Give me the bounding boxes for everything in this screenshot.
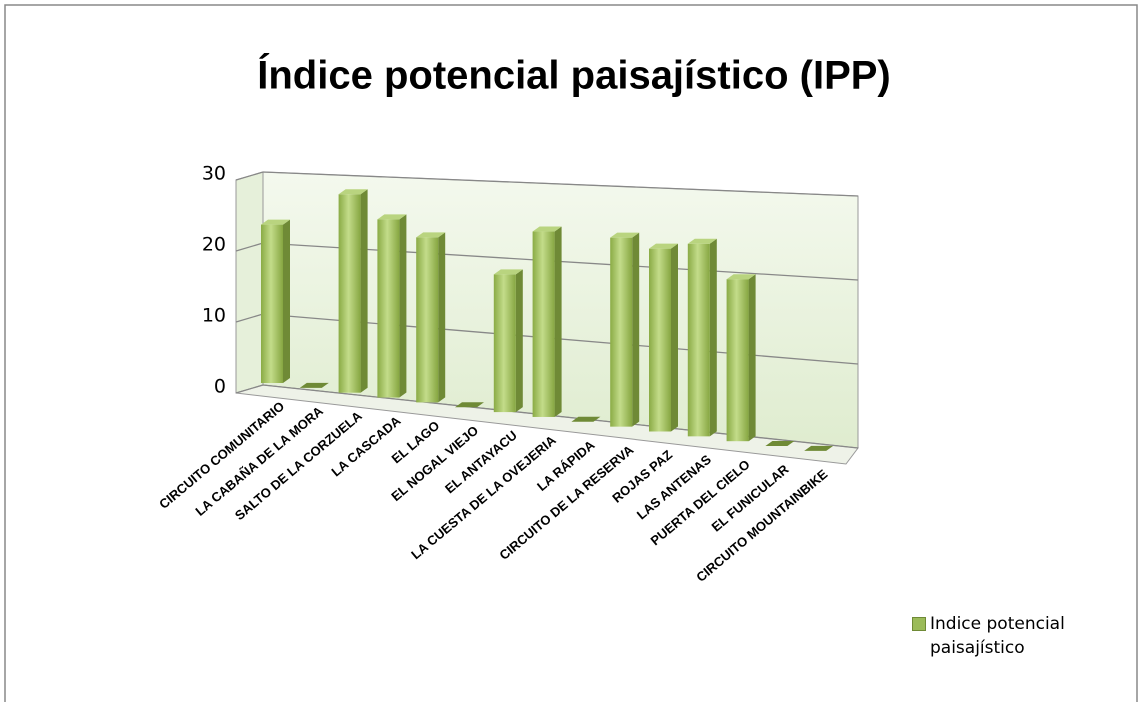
bar-side: [438, 232, 446, 403]
bar: [765, 441, 795, 447]
bar-top: [571, 416, 601, 422]
bar-top: [687, 238, 717, 244]
side-grid-line: [235, 313, 264, 323]
bar-front: [261, 224, 283, 383]
bar-front: [416, 237, 439, 403]
bar-front: [338, 194, 361, 393]
bar-side: [748, 274, 756, 442]
side-wall: [235, 171, 264, 394]
bar: [804, 445, 834, 451]
bar-top: [338, 189, 368, 195]
bar-top: [416, 232, 446, 238]
bar-front: [649, 248, 671, 432]
grid-line: [262, 384, 859, 449]
bar-top: [377, 214, 407, 220]
y-tick-label: 10: [202, 305, 226, 327]
bar-top: [299, 382, 329, 388]
bar: [610, 232, 640, 427]
bar-front: [610, 237, 633, 427]
legend-swatch: [912, 617, 926, 631]
bar-top: [649, 243, 678, 249]
bar: [532, 226, 562, 417]
bar: [261, 219, 290, 383]
bar-front: [726, 279, 749, 442]
bar: [377, 214, 407, 398]
bar: [493, 269, 523, 413]
bar-front: [687, 243, 710, 437]
bar-side: [283, 219, 290, 383]
bar-top: [261, 219, 290, 225]
bar: [416, 232, 446, 403]
side-grid-line: [235, 171, 264, 181]
bar: [726, 274, 756, 442]
bar-top: [493, 269, 523, 275]
bar: [687, 238, 717, 437]
bar-side: [399, 214, 407, 398]
bar-side: [632, 232, 640, 427]
chart-title: Índice potencial paisajístico (IPP): [257, 53, 891, 98]
grid-line: [262, 171, 859, 197]
bar-top: [804, 445, 834, 451]
bar: [571, 416, 601, 422]
bar: [299, 382, 329, 388]
bar-top: [726, 274, 756, 280]
bar-side: [709, 238, 717, 437]
bar-side: [360, 189, 368, 393]
legend: Indice potencial paisajístico: [912, 612, 1112, 660]
bar-top: [610, 232, 640, 238]
y-tick-label: 30: [202, 163, 226, 185]
bar-front: [493, 274, 516, 413]
legend-label: Indice potencial paisajístico: [930, 614, 1065, 658]
bar-top: [532, 226, 562, 232]
bar-side: [554, 226, 562, 417]
bar: [338, 189, 368, 393]
bar-side: [671, 243, 678, 432]
bar-front: [532, 231, 555, 417]
bar-side: [515, 269, 523, 413]
y-tick-label: 20: [202, 234, 226, 256]
bar-top: [765, 441, 795, 447]
bar: [455, 402, 484, 408]
bar-top: [455, 402, 484, 408]
y-tick-label: 0: [214, 376, 226, 398]
side-grid-line: [235, 242, 264, 252]
side-grid-line: [235, 384, 264, 394]
bar-front: [377, 219, 400, 398]
bar: [649, 243, 678, 432]
